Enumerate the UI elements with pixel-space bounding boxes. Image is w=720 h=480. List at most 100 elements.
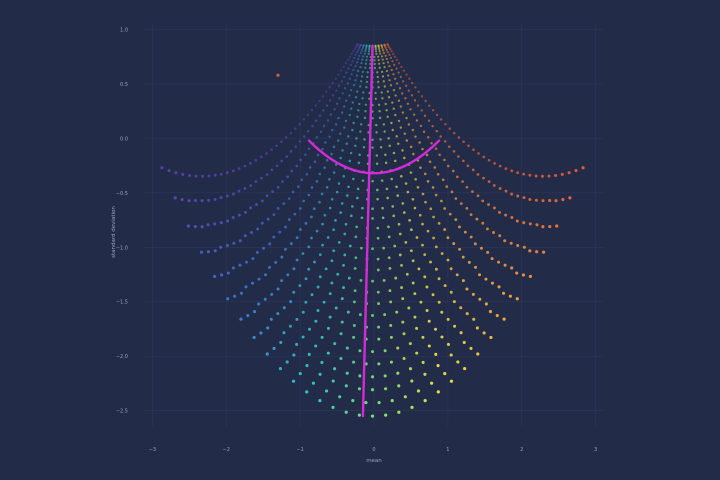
- data-point: [335, 190, 339, 194]
- data-point: [477, 152, 480, 155]
- grid: [145, 24, 603, 427]
- data-point: [226, 219, 230, 223]
- data-point: [455, 273, 459, 277]
- data-point: [356, 187, 360, 191]
- data-point: [285, 360, 289, 364]
- data-point: [498, 164, 502, 168]
- data-point: [414, 135, 417, 138]
- data-point: [487, 203, 490, 206]
- data-point: [343, 126, 346, 129]
- data-point: [305, 172, 309, 176]
- data-point: [412, 152, 415, 156]
- data-point: [516, 243, 520, 247]
- data-point: [301, 335, 305, 339]
- data-point: [391, 128, 394, 132]
- data-point: [457, 155, 460, 158]
- data-point: [385, 187, 389, 191]
- data-point: [343, 87, 347, 90]
- data-point: [225, 194, 229, 198]
- data-point: [337, 73, 340, 76]
- data-point: [187, 199, 191, 203]
- data-point: [260, 199, 264, 203]
- data-point: [325, 90, 328, 93]
- data-point: [375, 154, 379, 157]
- data-point: [504, 213, 508, 217]
- data-point: [340, 69, 343, 72]
- data-point: [410, 94, 414, 97]
- data-point: [325, 159, 329, 162]
- y-tick-label: 0.5: [120, 82, 128, 88]
- highlight-line: [361, 44, 374, 418]
- data-point: [426, 135, 430, 139]
- data-point: [430, 142, 433, 145]
- data-point: [394, 77, 397, 80]
- data-point: [498, 187, 502, 190]
- data-point: [243, 164, 247, 168]
- data-point: [421, 222, 424, 226]
- data-point: [340, 297, 344, 301]
- data-point: [365, 86, 368, 89]
- data-point: [207, 174, 211, 178]
- data-point: [384, 153, 387, 156]
- data-point: [302, 199, 305, 203]
- data-point: [239, 291, 244, 295]
- data-point: [386, 51, 389, 54]
- data-point: [260, 221, 264, 225]
- data-point: [402, 332, 406, 336]
- data-point: [374, 91, 377, 95]
- x-tick-label: 1: [446, 447, 449, 453]
- data-point: [356, 69, 360, 73]
- data-point: [438, 153, 441, 156]
- data-point: [358, 374, 362, 378]
- data-point: [421, 243, 424, 247]
- data-point: [502, 317, 506, 321]
- data-point: [449, 267, 453, 271]
- data-point: [449, 290, 453, 294]
- data-point: [255, 250, 259, 254]
- data-point: [322, 300, 326, 304]
- data-point: [206, 223, 210, 227]
- data-point: [434, 327, 438, 331]
- data-point: [314, 319, 318, 323]
- data-point: [416, 389, 421, 393]
- data-point: [193, 198, 197, 202]
- data-point: [400, 65, 403, 68]
- data-point: [450, 190, 454, 194]
- data-point: [298, 284, 302, 288]
- data-point: [399, 75, 402, 79]
- data-point: [272, 213, 276, 217]
- data-point: [328, 177, 331, 181]
- data-point: [231, 169, 235, 173]
- data-point: [368, 97, 371, 101]
- data-point: [482, 176, 485, 180]
- data-point: [282, 306, 286, 310]
- data-point: [237, 167, 241, 171]
- data-point: [219, 172, 223, 176]
- data-point: [522, 221, 526, 225]
- data-point: [282, 331, 286, 335]
- data-point: [472, 317, 476, 321]
- data-point: [225, 243, 229, 247]
- data-point: [389, 360, 393, 364]
- data-point: [354, 96, 358, 99]
- data-point: [402, 69, 406, 72]
- data-point: [338, 395, 342, 399]
- data-point: [315, 180, 319, 183]
- data-point: [311, 381, 316, 385]
- data-point: [400, 263, 403, 267]
- data-point: [502, 291, 506, 295]
- data-point: [377, 55, 380, 58]
- data-point: [274, 260, 278, 264]
- data-point: [435, 113, 439, 117]
- data-point: [344, 384, 348, 388]
- data-point: [419, 300, 423, 304]
- data-point: [340, 80, 344, 83]
- data-point: [378, 66, 381, 69]
- data-point: [254, 180, 258, 184]
- data-point: [396, 371, 400, 375]
- data-point: [510, 266, 514, 270]
- data-point: [528, 173, 532, 177]
- data-point: [181, 172, 185, 176]
- data-point: [371, 350, 375, 354]
- data-point: [428, 104, 431, 107]
